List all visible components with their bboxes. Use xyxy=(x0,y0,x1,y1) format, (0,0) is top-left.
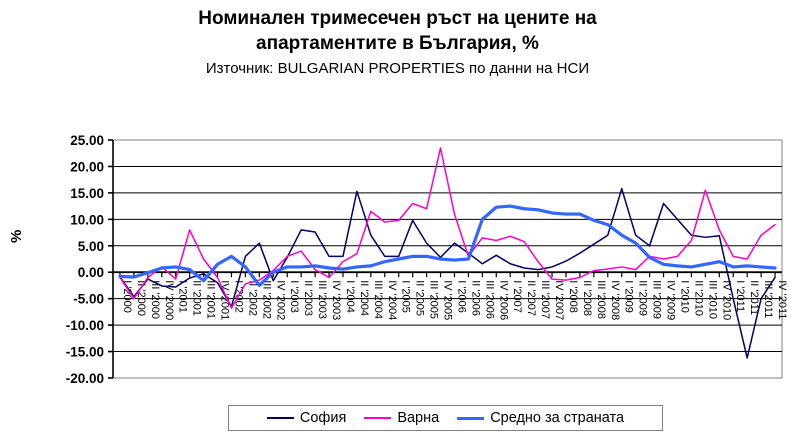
legend-label: Средно за страната xyxy=(490,410,625,426)
x-tick-label: I '2008 xyxy=(567,280,579,313)
y-tick-label: 15.00 xyxy=(70,186,104,201)
y-tick-label: 20.00 xyxy=(70,159,104,174)
x-tick-label: I '2011 xyxy=(734,280,746,312)
x-tick-label: III '2005 xyxy=(428,280,440,319)
legend-swatch-line-icon xyxy=(266,417,294,419)
x-tick-label: II '2010 xyxy=(692,280,704,316)
x-tick-label: II '2001 xyxy=(191,280,203,316)
x-tick-label: I '2010 xyxy=(678,280,690,313)
y-tick-label: -5.00 xyxy=(73,292,104,307)
x-tick-label: II '2000 xyxy=(135,280,147,316)
y-tick-label: 0.00 xyxy=(78,265,104,280)
x-tick-label: III '2003 xyxy=(316,280,328,319)
x-tick-label: III '2010 xyxy=(706,280,718,319)
series-line-3 xyxy=(118,204,777,288)
x-tick-label: I '2007 xyxy=(511,280,523,313)
page-title-line-2: апартаментите в България, % xyxy=(256,33,539,54)
x-tick-label: II '2006 xyxy=(469,280,481,316)
x-tick-label: IV '2002 xyxy=(274,280,286,320)
x-tick-label: II '2011 xyxy=(748,280,760,315)
y-tick-label: -10.00 xyxy=(66,318,104,333)
x-tick-label: III '2002 xyxy=(260,280,272,319)
x-tick-label: I '2009 xyxy=(623,280,635,313)
x-tick-label: III '2000 xyxy=(149,280,161,319)
x-tick-label: II '2002 xyxy=(246,280,258,316)
chart-title-block: Номинален тримесечен ръст на цените на а… xyxy=(0,6,795,80)
chart-legend: София Варна Средно за страната xyxy=(228,405,663,431)
x-tick-label: IV '2006 xyxy=(497,280,509,320)
x-tick-label: IV '2000 xyxy=(163,280,175,320)
x-tick-label: I '2005 xyxy=(400,280,412,313)
legend-item-3[interactable]: Средно за страната xyxy=(457,410,624,426)
x-tick-label: I '2004 xyxy=(344,280,356,313)
x-tick-label: III '2007 xyxy=(539,280,551,319)
x-tick-label: I '2000 xyxy=(121,280,133,313)
x-tick-label: I '2003 xyxy=(288,280,300,313)
x-tick-label: IV '2008 xyxy=(609,280,621,320)
legend-swatch-line-icon xyxy=(457,416,485,420)
x-tick-label: III '2009 xyxy=(651,280,663,319)
x-tick-label: IV '2009 xyxy=(665,280,677,320)
x-tick-label: III '2011 xyxy=(762,280,774,318)
x-tick-label: II '2003 xyxy=(302,280,314,316)
x-tick-label: II '2005 xyxy=(414,280,426,316)
x-tick-label: III '2008 xyxy=(595,280,607,319)
y-tick-label: 25.00 xyxy=(70,133,104,148)
x-tick-label: II '2007 xyxy=(525,280,537,316)
x-axis-tick-labels: I '2000 II '2000 III '2000 IV '2000 I '2001 I… xyxy=(121,280,788,320)
grid-lines xyxy=(113,165,782,353)
x-tick-label: I '2006 xyxy=(455,280,467,313)
y-tick-label: -15.00 xyxy=(66,345,104,360)
x-tick-label: IV '2011 xyxy=(776,280,788,319)
legend-swatch-line-icon xyxy=(364,417,392,419)
x-tick-label: I '2001 xyxy=(177,280,189,313)
x-axis-ticks xyxy=(119,272,776,278)
x-tick-label: IV '2005 xyxy=(442,280,454,320)
x-tick-label: III '2004 xyxy=(372,280,384,319)
x-tick-label: II '2009 xyxy=(637,280,649,316)
legend-item-1[interactable]: София xyxy=(266,410,347,426)
x-tick-label: II '2004 xyxy=(358,280,370,316)
plot-svg: 25.00 20.00 15.00 10.00 5.00 0.00 -5.00 -10.00 -… xyxy=(66,133,788,386)
chart-subtitle: Източник: BULGARIAN PROPERTIES по данни … xyxy=(205,60,590,77)
y-axis-ticks xyxy=(108,139,114,379)
x-tick-label: III '2006 xyxy=(483,280,495,319)
y-tick-label: -20.00 xyxy=(66,371,104,386)
page-title-line-1: Номинален тримесечен ръст на цените на xyxy=(198,8,597,29)
x-tick-label: IV '2004 xyxy=(386,280,398,320)
y-tick-label: 5.00 xyxy=(78,239,104,254)
legend-item-2[interactable]: Варна xyxy=(364,410,439,426)
x-tick-label: IV '2003 xyxy=(330,280,342,320)
x-tick-label: IV '2007 xyxy=(553,280,565,320)
legend-label: Варна xyxy=(397,410,440,426)
series-line-2 xyxy=(119,147,776,309)
x-tick-label: II '2008 xyxy=(581,280,593,316)
x-tick-label: III '2001 xyxy=(205,280,217,319)
y-axis-tick-labels: 25.00 20.00 15.00 10.00 5.00 0.00 -5.00 -10.00 -… xyxy=(66,133,104,386)
data-series-group xyxy=(118,147,777,359)
y-tick-label: 10.00 xyxy=(70,212,104,227)
x-tick-label: IV '2010 xyxy=(720,280,732,320)
legend-label: София xyxy=(299,410,347,426)
